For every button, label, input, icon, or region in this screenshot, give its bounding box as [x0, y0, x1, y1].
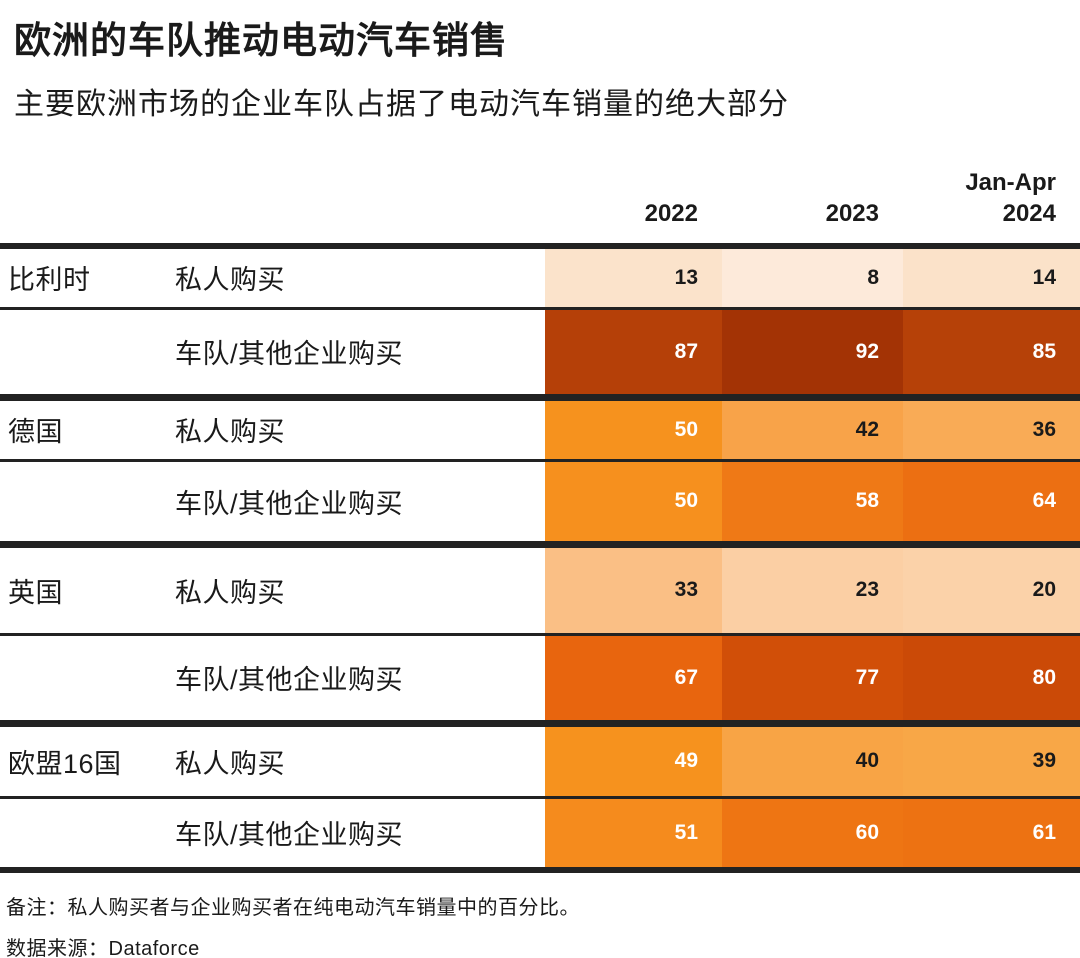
column-header-2023: 2023: [825, 199, 879, 227]
heatmap-cell: 23: [722, 547, 903, 633]
heatmap-cell: 58: [722, 461, 903, 541]
divider: [0, 866, 1080, 873]
table-row-belgium-private: 比利时 私人购买 13 8 14: [0, 248, 1080, 307]
page-title: 欧洲的车队推动电动汽车销售: [14, 20, 508, 61]
heatmap-cell: 92: [722, 309, 903, 394]
heatmap-cell: 8: [722, 248, 903, 307]
category-label: 车队/其他企业购买: [175, 339, 404, 370]
heatmap-cell: 80: [903, 635, 1080, 720]
heatmap-cell: 87: [545, 309, 722, 394]
heatmap-cell: 33: [545, 547, 722, 633]
footnote: 备注：私人购买者与企业购买者在纯电动汽车销量中的百分比。: [6, 896, 580, 919]
footer: 备注：私人购买者与企业购买者在纯电动汽车销量中的百分比。 数据来源：Datafo…: [0, 891, 1080, 958]
heatmap-cell: 67: [545, 635, 722, 720]
divider: [0, 795, 1080, 799]
table-row-belgium-fleet: 车队/其他企业购买 87 92 85: [0, 309, 1080, 394]
country-label: 欧盟16国: [8, 748, 122, 779]
heatmap-cell: 14: [903, 248, 1080, 307]
heatmap-cell: 77: [722, 635, 903, 720]
category-label: 私人购买: [175, 577, 285, 608]
table-row-uk-fleet: 车队/其他企业购买 67 77 80: [0, 635, 1080, 720]
heatmap-cell: 39: [903, 726, 1080, 796]
heatmap-cell: 60: [722, 798, 903, 867]
divider: [0, 540, 1080, 548]
divider: [0, 242, 1080, 249]
table-row-eu16-private: 欧盟16国 私人购买 49 40 39: [0, 726, 1080, 796]
heatmap-cell: 85: [903, 309, 1080, 394]
country-label: 德国: [8, 417, 63, 448]
heatmap-cell: 61: [903, 798, 1080, 867]
heatmap-table: 比利时 私人购买 13 8 14 车队/其他企业购买 87 92 85 德国 私…: [0, 242, 1080, 873]
heatmap-cell: 36: [903, 400, 1080, 459]
category-label: 私人购买: [175, 748, 285, 779]
table-row-germany-fleet: 车队/其他企业购买 50 58 64: [0, 461, 1080, 541]
heatmap-cell: 42: [722, 400, 903, 459]
data-source: 数据来源：Dataforce: [6, 937, 200, 958]
category-label: 车队/其他企业购买: [175, 488, 404, 519]
table-row-eu16-fleet: 车队/其他企业购买 51 60 61: [0, 798, 1080, 867]
heatmap-cell: 20: [903, 547, 1080, 633]
column-header-2022: 2022: [644, 199, 698, 227]
heatmap-cell: 13: [545, 248, 722, 307]
heatmap-cell: 51: [545, 798, 722, 867]
category-label: 车队/其他企业购买: [175, 820, 404, 851]
divider: [0, 632, 1080, 636]
divider: [0, 719, 1080, 727]
table-row-uk-private: 英国 私人购买 33 23 20: [0, 547, 1080, 633]
divider: [0, 306, 1080, 310]
category-label: 私人购买: [175, 265, 285, 296]
country-label: 英国: [8, 577, 63, 608]
divider: [0, 393, 1080, 401]
heatmap-cell: 64: [903, 461, 1080, 541]
category-label: 私人购买: [175, 417, 285, 448]
divider: [0, 458, 1080, 462]
page-subtitle: 主要欧洲市场的企业车队占据了电动汽车销量的绝大部分: [14, 87, 789, 121]
column-header-2024: Jan-Apr 2024: [965, 168, 1056, 227]
heatmap-cell: 50: [545, 461, 722, 541]
heatmap-cell: 50: [545, 400, 722, 459]
heatmap-cell: 49: [545, 726, 722, 796]
table-row-germany-private: 德国 私人购买 50 42 36: [0, 400, 1080, 459]
heatmap-cell: 40: [722, 726, 903, 796]
category-label: 车队/其他企业购买: [175, 665, 404, 696]
country-label: 比利时: [8, 265, 91, 296]
column-headers: 2022 2023 Jan-Apr 2024: [0, 167, 1080, 229]
